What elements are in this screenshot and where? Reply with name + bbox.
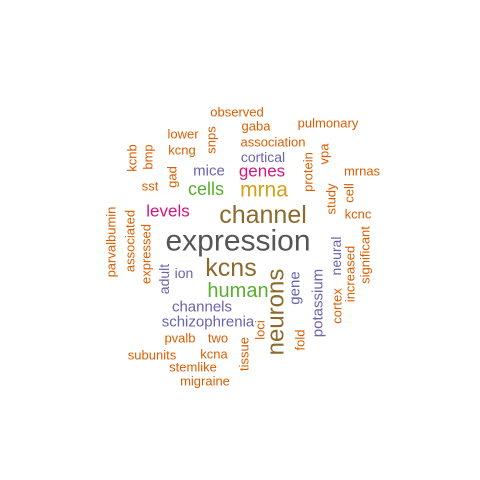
word-cell: cell bbox=[342, 183, 357, 203]
word-associated: associated bbox=[123, 210, 138, 272]
word-gad: gad bbox=[165, 166, 180, 188]
word-fold: fold bbox=[293, 330, 308, 351]
word-two: two bbox=[208, 331, 228, 346]
word-schizophrenia: schizophrenia bbox=[162, 314, 255, 331]
word-levels: levels bbox=[146, 202, 189, 221]
word-association: association bbox=[240, 135, 305, 150]
word-cells: cells bbox=[188, 179, 224, 199]
word-protein: protein bbox=[301, 152, 316, 192]
word-lower: lower bbox=[167, 127, 199, 142]
word-increased: increased bbox=[343, 246, 358, 302]
word-pvalb: pvalb bbox=[164, 331, 195, 346]
word-expression: expression bbox=[165, 225, 310, 258]
word-kcnb: kcnb bbox=[125, 144, 140, 171]
word-kcna: kcna bbox=[200, 347, 228, 362]
word-subunits: subunits bbox=[128, 348, 177, 363]
word-channels: channels bbox=[172, 299, 232, 316]
word-cortical: cortical bbox=[241, 149, 285, 165]
word-mrnas: mrnas bbox=[344, 164, 381, 179]
word-observed: observed bbox=[210, 105, 263, 120]
word-neurons: neurons bbox=[263, 269, 290, 356]
word-stemlike: stemlike bbox=[169, 360, 217, 375]
word-significant: significant bbox=[358, 226, 373, 284]
word-cortex: cortex bbox=[330, 288, 345, 324]
word-vpa: vpa bbox=[317, 143, 332, 165]
word-parvalbumin: parvalbumin bbox=[104, 207, 119, 278]
word-snps: snps bbox=[204, 126, 219, 154]
word-human: human bbox=[207, 280, 268, 302]
word-study: study bbox=[324, 183, 339, 215]
word-kcnc: kcnc bbox=[345, 207, 372, 222]
word-kcng: kcng bbox=[168, 143, 195, 158]
word-loci: loci bbox=[253, 320, 268, 340]
word-ion: ion bbox=[175, 265, 194, 281]
word-mice: mice bbox=[193, 163, 225, 180]
word-adult: adult bbox=[156, 264, 172, 294]
word-sst: sst bbox=[142, 179, 159, 194]
word-mrna: mrna bbox=[240, 179, 288, 202]
word-neural: neural bbox=[328, 237, 344, 276]
word-channel: channel bbox=[219, 201, 307, 229]
word-bmp: bmp bbox=[141, 144, 156, 169]
word-kcns: kcns bbox=[205, 254, 256, 282]
word-pulmonary: pulmonary bbox=[298, 116, 359, 131]
word-expressed: expressed bbox=[139, 224, 154, 284]
word-migraine: migraine bbox=[180, 374, 230, 389]
word-potassium: potassium bbox=[310, 269, 327, 337]
word-gene: gene bbox=[287, 271, 304, 304]
word-genes: genes bbox=[239, 162, 285, 181]
word-gaba: gaba bbox=[242, 119, 272, 134]
word-tissue: tissue bbox=[237, 337, 252, 371]
